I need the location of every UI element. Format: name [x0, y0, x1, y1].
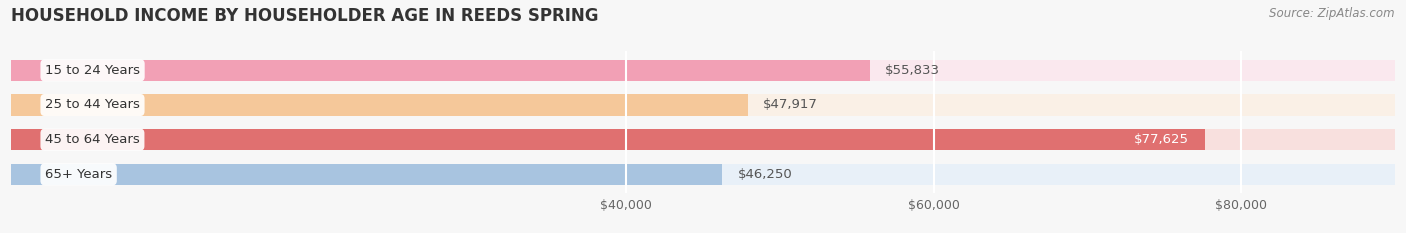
- Text: HOUSEHOLD INCOME BY HOUSEHOLDER AGE IN REEDS SPRING: HOUSEHOLD INCOME BY HOUSEHOLDER AGE IN R…: [11, 7, 599, 25]
- Bar: [11, 129, 1395, 151]
- Bar: [11, 94, 1395, 116]
- Bar: [11, 164, 1395, 185]
- Text: $46,250: $46,250: [738, 168, 793, 181]
- Text: $47,917: $47,917: [763, 99, 818, 112]
- Text: 25 to 44 Years: 25 to 44 Years: [45, 99, 141, 112]
- Text: $55,833: $55,833: [884, 64, 939, 77]
- Text: 65+ Years: 65+ Years: [45, 168, 112, 181]
- Text: $77,625: $77,625: [1135, 133, 1189, 146]
- Bar: [11, 164, 723, 185]
- Text: 45 to 64 Years: 45 to 64 Years: [45, 133, 139, 146]
- Bar: [11, 60, 869, 81]
- Text: Source: ZipAtlas.com: Source: ZipAtlas.com: [1270, 7, 1395, 20]
- Text: 15 to 24 Years: 15 to 24 Years: [45, 64, 141, 77]
- Bar: [11, 129, 1205, 151]
- Bar: [11, 94, 748, 116]
- Bar: [11, 60, 1395, 81]
